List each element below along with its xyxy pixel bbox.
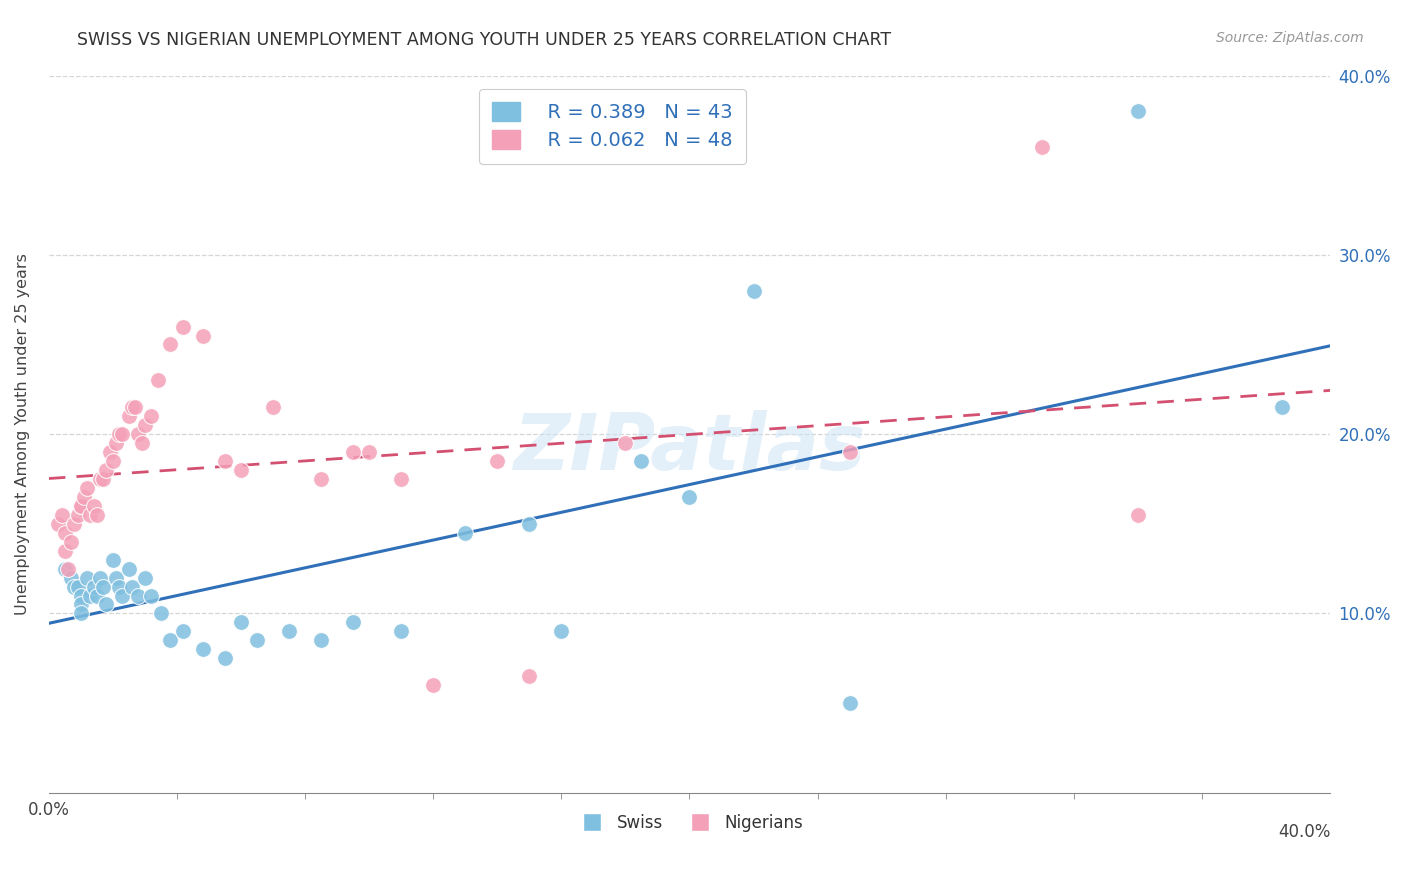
Point [86,589,108,603]
Text: Source: ZipAtlas.com: Source: ZipAtlas.com [1216,31,1364,45]
Point [191,328,214,343]
Point [51,508,73,522]
Text: ZIPatlas: ZIPatlas [513,410,866,486]
Point [214,651,236,665]
Point [91,472,114,486]
Point [79,589,101,603]
Point [229,615,252,630]
Point [172,319,194,334]
Point [53,561,76,575]
Point [69,607,91,621]
Point [214,454,236,468]
Point [69,499,91,513]
Point [146,373,169,387]
Point [262,401,284,415]
Point [121,580,143,594]
Point [108,580,131,594]
Point [838,696,860,710]
Point [76,571,98,585]
Point [111,589,134,603]
Point [111,427,134,442]
Point [131,436,153,450]
Point [1126,104,1149,119]
Point [134,571,156,585]
Point [48,516,70,531]
Point [172,624,194,639]
Point [678,490,700,504]
Point [89,472,111,486]
Point [86,508,108,522]
Point [118,409,141,424]
Point [53,525,76,540]
Point [69,499,91,513]
Point [1126,508,1149,522]
Point [149,607,172,621]
Point [105,436,128,450]
Point [127,427,149,442]
Point [66,508,89,522]
Point [134,418,156,433]
Point [389,624,412,639]
Point [342,445,364,459]
Point [83,499,105,513]
Point [141,589,163,603]
Point [73,490,96,504]
Point [79,508,101,522]
Text: SWISS VS NIGERIAN UNEMPLOYMENT AMONG YOUTH UNDER 25 YEARS CORRELATION CHART: SWISS VS NIGERIAN UNEMPLOYMENT AMONG YOU… [77,31,891,49]
Point [127,589,149,603]
Point [191,642,214,657]
Point [486,454,509,468]
Text: 40.0%: 40.0% [1278,823,1330,841]
Point [517,516,540,531]
Point [96,598,118,612]
Point [101,552,124,566]
Point [91,580,114,594]
Point [56,561,79,575]
Point [69,589,91,603]
Point [63,516,86,531]
Point [838,445,860,459]
Point [118,561,141,575]
Point [98,445,121,459]
Legend: Swiss, Nigerians: Swiss, Nigerians [568,807,810,838]
Point [53,543,76,558]
Point [1031,140,1053,154]
Point [89,571,111,585]
Point [76,481,98,495]
Point [63,580,86,594]
Point [342,615,364,630]
Point [630,454,652,468]
Point [229,463,252,477]
Point [246,633,269,648]
Point [60,571,83,585]
Point [96,463,118,477]
Point [69,598,91,612]
Point [124,401,146,415]
Point [159,337,181,351]
Point [359,445,381,459]
Point [614,436,637,450]
Point [278,624,301,639]
Point [60,534,83,549]
Point [422,678,444,692]
Point [159,633,181,648]
Y-axis label: Unemployment Among Youth under 25 years: Unemployment Among Youth under 25 years [15,253,30,615]
Point [389,472,412,486]
Point [309,633,332,648]
Point [121,401,143,415]
Point [550,624,572,639]
Point [517,669,540,683]
Point [454,525,477,540]
Point [309,472,332,486]
Point [742,284,765,298]
Point [141,409,163,424]
Point [66,580,89,594]
Point [108,427,131,442]
Point [83,580,105,594]
Point [105,571,128,585]
Point [101,454,124,468]
Point [1271,401,1294,415]
